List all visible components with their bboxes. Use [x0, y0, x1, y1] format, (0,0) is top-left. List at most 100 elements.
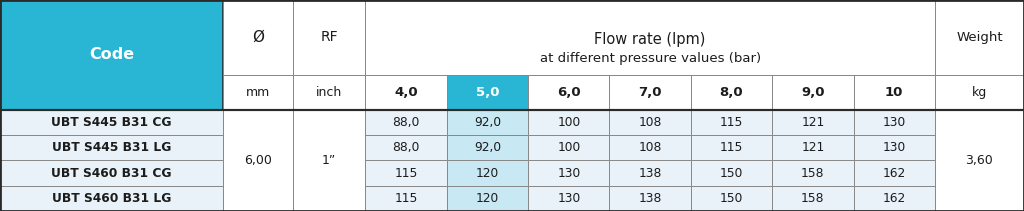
Bar	[366, 186, 446, 211]
Bar	[935, 110, 1024, 135]
Text: 7,0: 7,0	[638, 86, 662, 99]
Bar	[528, 110, 609, 135]
Text: 115: 115	[720, 116, 743, 129]
Bar	[446, 135, 528, 160]
Text: 108: 108	[639, 141, 662, 154]
Text: 121: 121	[801, 141, 824, 154]
Text: 121: 121	[801, 116, 824, 129]
Bar	[609, 75, 691, 110]
Bar	[293, 186, 366, 211]
Bar	[691, 135, 772, 160]
Text: RF: RF	[321, 30, 338, 45]
Bar	[293, 110, 366, 211]
Text: UBT S460 B31 CG: UBT S460 B31 CG	[51, 166, 172, 180]
Bar	[366, 160, 446, 186]
Bar	[772, 75, 854, 110]
Text: 5,0: 5,0	[476, 86, 500, 99]
Text: 100: 100	[557, 116, 581, 129]
Bar	[223, 110, 293, 211]
Bar	[609, 135, 691, 160]
Text: Ø: Ø	[252, 30, 264, 45]
Bar	[223, 160, 293, 186]
Bar	[935, 0, 1024, 75]
Text: 6,00: 6,00	[244, 154, 272, 167]
Bar	[528, 75, 609, 110]
Text: 4,0: 4,0	[394, 86, 418, 99]
Text: 130: 130	[557, 192, 581, 205]
Text: kg: kg	[972, 86, 987, 99]
Bar	[609, 110, 691, 135]
Text: 130: 130	[883, 116, 906, 129]
Bar	[0, 186, 223, 211]
Text: 115: 115	[394, 192, 418, 205]
Text: 115: 115	[394, 166, 418, 180]
Text: 120: 120	[476, 192, 499, 205]
Bar	[609, 160, 691, 186]
Text: 8,0: 8,0	[720, 86, 743, 99]
Text: 3,60: 3,60	[966, 154, 993, 167]
Bar	[935, 135, 1024, 160]
Bar	[293, 135, 366, 160]
Text: 100: 100	[557, 141, 581, 154]
Bar	[935, 160, 1024, 186]
Bar	[0, 110, 223, 135]
Bar	[366, 110, 446, 135]
Bar	[691, 110, 772, 135]
Bar	[0, 160, 223, 186]
Text: Flow rate (lpm): Flow rate (lpm)	[595, 32, 706, 47]
Bar	[854, 75, 935, 110]
Text: mm: mm	[246, 86, 270, 99]
Bar	[772, 186, 854, 211]
Text: 130: 130	[883, 141, 906, 154]
Bar	[223, 110, 293, 135]
Text: 108: 108	[639, 116, 662, 129]
Bar	[854, 186, 935, 211]
Bar	[691, 186, 772, 211]
Text: UBT S445 B31 LG: UBT S445 B31 LG	[52, 141, 171, 154]
Text: 6,0: 6,0	[557, 86, 581, 99]
Text: 150: 150	[720, 166, 743, 180]
Text: 88,0: 88,0	[392, 116, 420, 129]
Text: 158: 158	[801, 192, 824, 205]
Bar	[528, 186, 609, 211]
Bar	[446, 186, 528, 211]
Bar	[223, 186, 293, 211]
Bar	[0, 135, 223, 160]
Bar	[854, 135, 935, 160]
Bar	[293, 0, 366, 75]
Bar	[446, 160, 528, 186]
Bar	[0, 0, 223, 110]
Text: 138: 138	[639, 192, 662, 205]
Text: 88,0: 88,0	[392, 141, 420, 154]
Bar	[609, 186, 691, 211]
Text: 130: 130	[557, 166, 581, 180]
Bar	[691, 160, 772, 186]
Bar	[772, 110, 854, 135]
Bar	[293, 160, 366, 186]
Text: 92,0: 92,0	[474, 141, 501, 154]
Bar	[528, 160, 609, 186]
Bar	[446, 110, 528, 135]
Bar	[935, 186, 1024, 211]
Text: at different pressure values (bar): at different pressure values (bar)	[540, 51, 761, 65]
Text: UBT S445 B31 CG: UBT S445 B31 CG	[51, 116, 172, 129]
Bar	[528, 135, 609, 160]
Text: 9,0: 9,0	[801, 86, 824, 99]
Text: 138: 138	[639, 166, 662, 180]
Bar	[223, 0, 293, 75]
Text: Code: Code	[89, 47, 134, 62]
Text: 162: 162	[883, 166, 906, 180]
Bar	[935, 110, 1024, 211]
Text: 92,0: 92,0	[474, 116, 501, 129]
Bar	[772, 160, 854, 186]
Bar	[446, 75, 528, 110]
Text: 115: 115	[720, 141, 743, 154]
Bar	[691, 75, 772, 110]
Text: 10: 10	[885, 86, 903, 99]
Bar	[854, 110, 935, 135]
Text: 158: 158	[801, 166, 824, 180]
Bar	[366, 75, 446, 110]
Text: 150: 150	[720, 192, 743, 205]
Bar	[223, 75, 293, 110]
Bar	[935, 75, 1024, 110]
